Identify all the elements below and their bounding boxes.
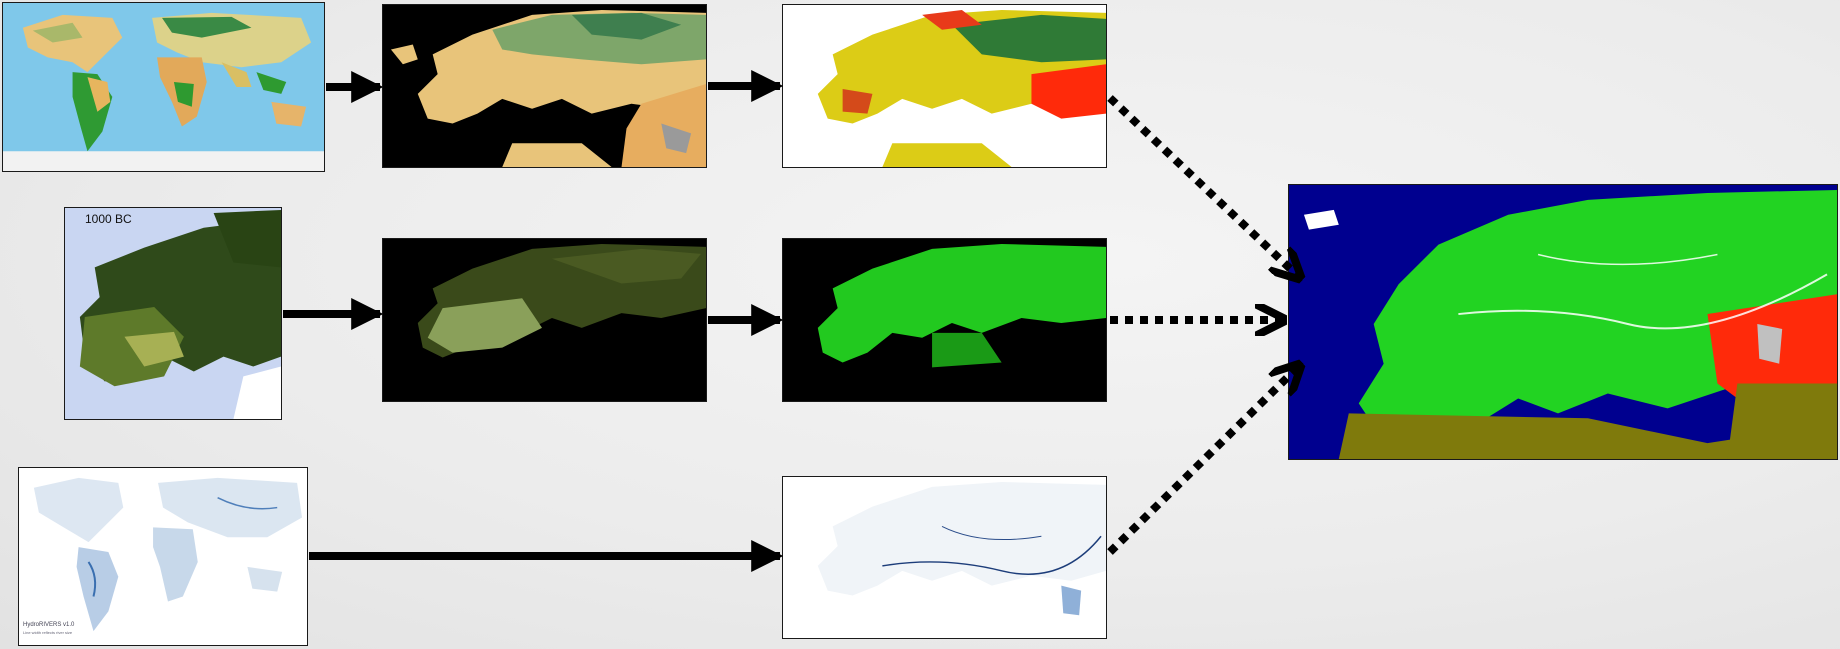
europe-combined-panel: [1288, 184, 1838, 460]
europe-land-cover-map: [383, 5, 706, 167]
europe-suitability-panel: [782, 4, 1107, 168]
europe-forest-dark-panel: [382, 238, 707, 402]
forest-1000bc-map: [65, 208, 281, 419]
europe-rivers-map: [783, 477, 1106, 638]
europe-forest-green-panel: [782, 238, 1107, 402]
forest-1000bc-panel: 1000 BC: [64, 207, 282, 420]
europe-land-cover-panel: [382, 4, 707, 168]
dotted-arrow-suitability-to-combined: [1107, 95, 1300, 278]
europe-rivers-panel: [782, 476, 1107, 639]
forest-1000bc-label: 1000 BC: [85, 212, 132, 226]
rivers-legend-title: HydroRIVERS v1.0: [23, 622, 75, 628]
europe-forest-dark-map: [383, 239, 706, 401]
dotted-arrow-rivers-to-combined: [1107, 365, 1300, 555]
world-land-cover-map: [3, 3, 324, 171]
world-rivers-panel: HydroRIVERS v1.0 Line width reflects riv…: [18, 467, 308, 646]
europe-combined-map: [1289, 185, 1837, 459]
rivers-legend-subtitle: Line width reflects river size: [23, 630, 73, 635]
europe-suitability-map: [783, 5, 1106, 167]
world-land-cover-panel: [2, 2, 325, 172]
world-rivers-map: [19, 468, 307, 645]
europe-forest-green-map: [783, 239, 1106, 401]
